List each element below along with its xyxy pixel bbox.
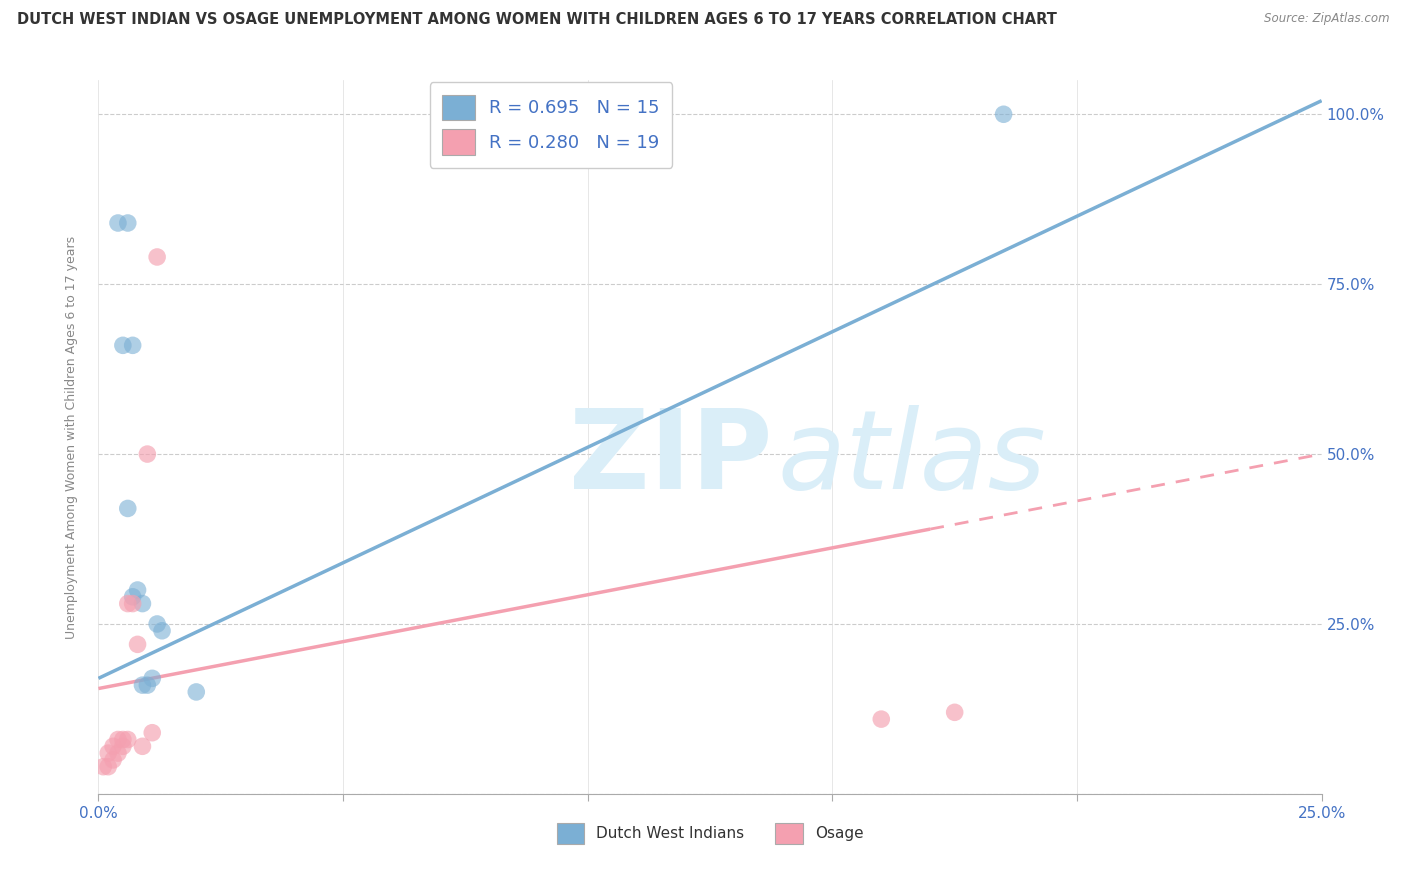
Point xyxy=(117,597,139,611)
Point xyxy=(141,671,163,685)
Point xyxy=(993,107,1015,121)
Point xyxy=(131,597,153,611)
Point xyxy=(117,216,139,230)
Point xyxy=(186,685,208,699)
Legend: Dutch West Indians, Osage: Dutch West Indians, Osage xyxy=(551,816,869,850)
Point xyxy=(111,732,134,747)
Point xyxy=(117,501,139,516)
Text: ZIP: ZIP xyxy=(569,405,773,512)
Text: atlas: atlas xyxy=(778,405,1046,512)
Point xyxy=(121,590,143,604)
Text: DUTCH WEST INDIAN VS OSAGE UNEMPLOYMENT AMONG WOMEN WITH CHILDREN AGES 6 TO 17 Y: DUTCH WEST INDIAN VS OSAGE UNEMPLOYMENT … xyxy=(17,12,1057,27)
Point xyxy=(943,706,966,720)
Point xyxy=(97,760,120,774)
Point xyxy=(146,250,169,264)
Point xyxy=(107,746,129,760)
Point xyxy=(121,597,143,611)
Point xyxy=(117,732,139,747)
Point xyxy=(141,725,163,739)
Point xyxy=(121,338,143,352)
Point xyxy=(101,753,124,767)
Point xyxy=(91,760,114,774)
Point xyxy=(870,712,893,726)
Point xyxy=(136,447,159,461)
Point xyxy=(107,216,129,230)
Point xyxy=(97,746,120,760)
Point xyxy=(111,739,134,754)
Point xyxy=(131,739,153,754)
Point xyxy=(131,678,153,692)
Point xyxy=(136,678,159,692)
Y-axis label: Unemployment Among Women with Children Ages 6 to 17 years: Unemployment Among Women with Children A… xyxy=(65,235,77,639)
Point xyxy=(101,739,124,754)
Point xyxy=(150,624,173,638)
Text: Source: ZipAtlas.com: Source: ZipAtlas.com xyxy=(1264,12,1389,25)
Point xyxy=(127,637,149,651)
Point xyxy=(111,338,134,352)
Point xyxy=(127,582,149,597)
Point xyxy=(107,732,129,747)
Point xyxy=(146,617,169,632)
